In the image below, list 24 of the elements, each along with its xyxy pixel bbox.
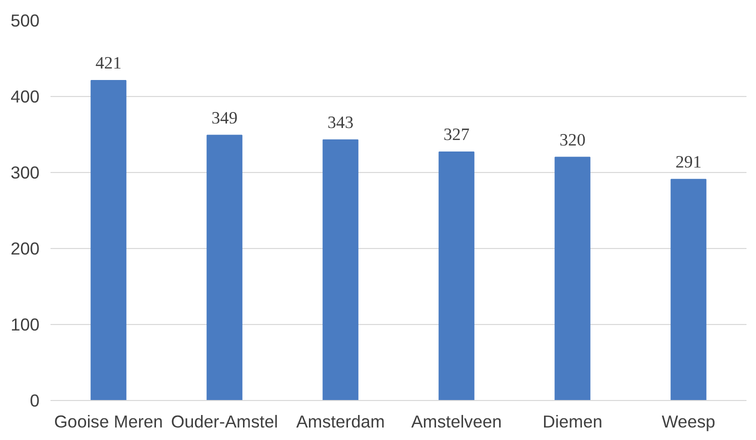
y-tick-label: 300 (10, 162, 40, 182)
y-tick-label: 400 (10, 86, 40, 106)
data-label: 327 (444, 124, 470, 144)
x-tick-label: Amstelveen (411, 412, 502, 432)
bar (206, 134, 242, 400)
bar (322, 139, 358, 400)
bar (90, 80, 126, 400)
y-tick-label: 100 (10, 314, 40, 334)
data-label: 343 (328, 112, 354, 132)
data-label: 349 (212, 108, 238, 128)
x-tick-label: Diemen (542, 412, 602, 432)
x-tick-label: Ouder-Amstel (171, 412, 278, 432)
bar (670, 178, 706, 400)
bar (438, 151, 474, 400)
x-tick-label: Amsterdam (296, 412, 385, 432)
data-label: 291 (676, 152, 702, 172)
y-tick-label: 0 (30, 390, 40, 410)
x-tick-label: Weesp (662, 412, 716, 432)
data-label: 421 (96, 54, 122, 73)
data-label: 320 (560, 130, 586, 150)
bar (554, 156, 590, 400)
y-tick-label: 200 (10, 238, 40, 258)
y-tick-label: 500 (10, 10, 40, 30)
x-tick-label: Gooise Meren (54, 412, 163, 432)
